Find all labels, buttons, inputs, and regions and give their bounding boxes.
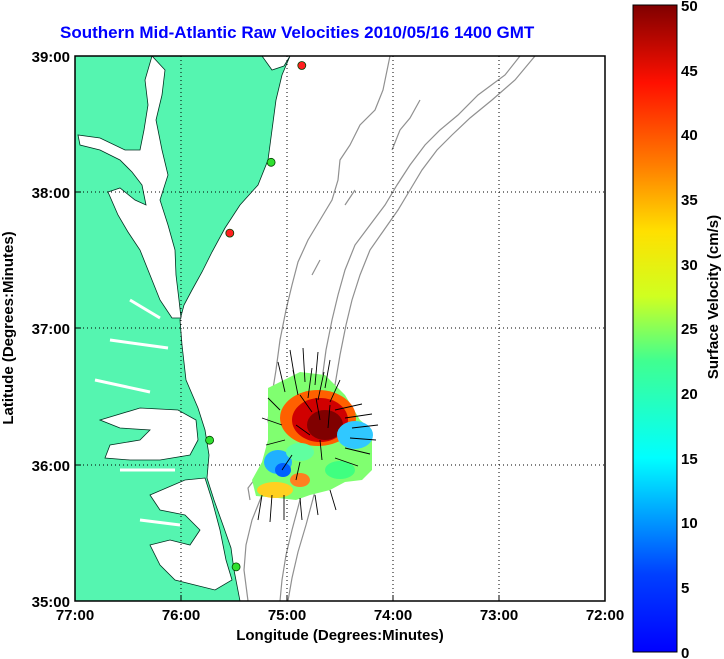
colorbar-label: Surface Velocity (cm/s): [705, 215, 722, 379]
colorbar: [632, 4, 678, 653]
pamlico-sound-south: [149, 477, 233, 591]
x-axis-label: Longitude (Degrees:Minutes): [236, 627, 444, 644]
lon-tick: 76:00: [162, 607, 200, 624]
lon-tick-labels: 77:00 76:00 75:00 74:00 73:00 72:00: [56, 607, 624, 624]
radar-stations: [205, 61, 307, 572]
colorbar-tick: 20: [681, 386, 698, 403]
radar-station-marker: [231, 562, 241, 572]
tick-marks: [75, 191, 500, 601]
lat-tick: 36:00: [32, 458, 70, 475]
velocity-field: [252, 372, 373, 500]
colorbar-tick: 10: [681, 515, 698, 532]
lon-tick: 75:00: [268, 607, 306, 624]
land-mainland: [75, 56, 291, 601]
colorbar-tick: 30: [681, 257, 698, 274]
radar-station-marker: [297, 61, 307, 70]
colorbar-tick: 5: [681, 580, 689, 597]
pamlico-sound: [98, 407, 199, 461]
lon-tick: 74:00: [374, 607, 412, 624]
colorbar-tick: 0: [681, 645, 689, 659]
radar-station-marker: [205, 435, 215, 445]
colorbar-tick: 25: [681, 321, 698, 338]
lon-tick: 72:00: [586, 607, 624, 624]
lat-tick: 37:00: [32, 321, 70, 338]
delaware-bay: [261, 56, 291, 71]
radar-station-marker: [266, 157, 276, 167]
radar-station-marker: [225, 228, 235, 238]
river-inlets: [94, 298, 181, 527]
y-axis-label: Latitude (Degrees:Minutes): [0, 231, 17, 424]
lat-tick: 35:00: [32, 594, 70, 611]
bathymetry-contours: [243, 56, 536, 601]
chesapeake-bay: [77, 56, 182, 319]
lon-tick: 77:00: [56, 607, 94, 624]
lon-tick: 73:00: [480, 607, 518, 624]
lat-tick: 39:00: [32, 49, 70, 66]
lat-tick: 38:00: [32, 185, 70, 202]
lat-tick-labels: 39:00 38:00 37:00 36:00 35:00: [32, 49, 70, 611]
colorbar-tick-labels: 50 45 40 35 30 25 20 15 10 5 0: [681, 0, 698, 659]
map-title: Southern Mid-Atlantic Raw Velocities 201…: [60, 23, 535, 42]
colorbar-tick: 45: [681, 63, 698, 80]
colorbar-tick: 15: [681, 451, 698, 468]
colorbar-tick: 50: [681, 0, 698, 15]
colorbar-tick: 40: [681, 127, 698, 144]
velocity-vectors: [257, 347, 379, 523]
colorbar-tick: 35: [681, 192, 698, 209]
